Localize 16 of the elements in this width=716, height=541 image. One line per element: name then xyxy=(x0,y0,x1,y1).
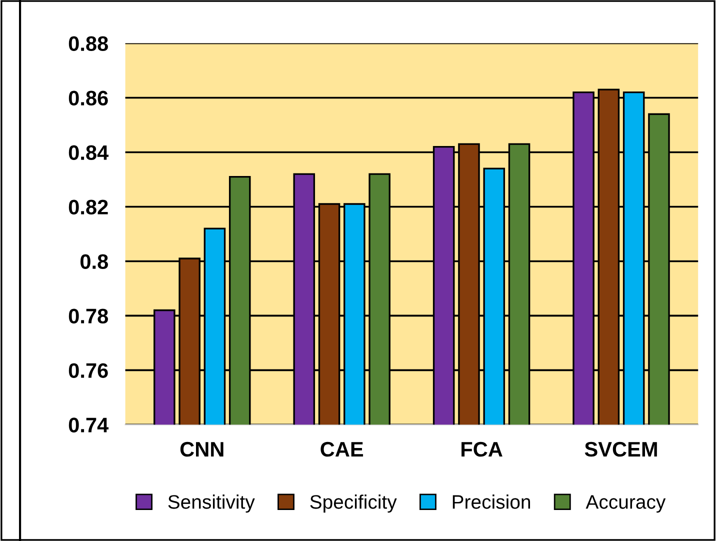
legend-label: Sensitivity xyxy=(168,494,255,513)
y-tick-label: 0.74 xyxy=(68,418,109,432)
legend-label: Specificity xyxy=(310,494,397,513)
x-tick-label: CNN xyxy=(180,442,224,457)
x-tick-label: FCA xyxy=(462,442,502,457)
legend-label: Accuracy xyxy=(586,495,666,513)
legend-label: Precision xyxy=(452,494,530,509)
y-tick-label: 0.8 xyxy=(80,254,108,269)
x-tick-label: CAE xyxy=(320,442,364,457)
y-tick-label: 0.78 xyxy=(68,308,108,324)
y-tick-label: 0.82 xyxy=(68,200,108,214)
y-tick-label: 0.76 xyxy=(68,363,108,378)
y-tick-label: 0.88 xyxy=(68,36,108,52)
x-tick-label: SVCEM xyxy=(584,442,657,457)
y-tick-label: 0.84 xyxy=(68,145,109,160)
y-tick-label: 0.86 xyxy=(68,90,108,106)
